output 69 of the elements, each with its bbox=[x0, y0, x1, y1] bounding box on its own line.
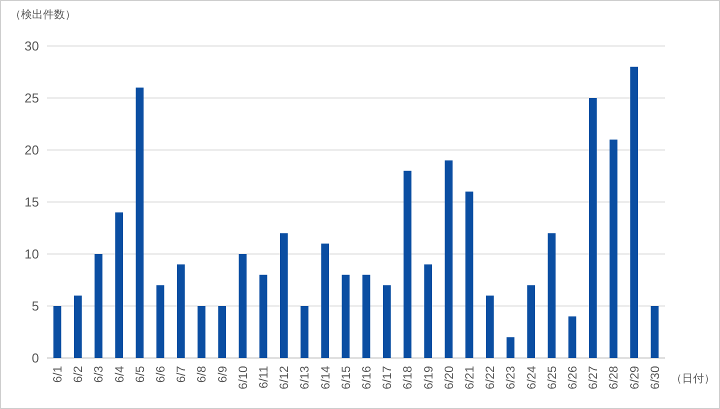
x-tick-label: 6/16 bbox=[360, 366, 374, 390]
bar bbox=[280, 233, 288, 358]
bar bbox=[238, 254, 247, 358]
y-tick-label: 25 bbox=[24, 90, 39, 106]
y-tick-label: 15 bbox=[24, 194, 39, 210]
x-tick-label: 6/10 bbox=[236, 366, 250, 390]
x-tick-label: 6/3 bbox=[92, 366, 106, 383]
x-tick-label: 6/22 bbox=[483, 366, 498, 390]
bar bbox=[218, 306, 226, 358]
bar bbox=[527, 285, 536, 358]
bar bbox=[115, 212, 124, 358]
y-tick-label: 10 bbox=[24, 246, 39, 262]
y-tick-label: 20 bbox=[24, 142, 39, 158]
bar bbox=[176, 264, 185, 358]
bar bbox=[53, 306, 62, 358]
x-tick-label: 6/15 bbox=[338, 366, 353, 390]
y-tick-label: 30 bbox=[24, 38, 39, 54]
x-tick-label: 6/12 bbox=[277, 366, 292, 390]
bar bbox=[506, 337, 514, 358]
y-tick-label: 0 bbox=[32, 350, 39, 366]
bar bbox=[74, 296, 82, 358]
bar bbox=[588, 98, 597, 358]
bar bbox=[382, 285, 391, 358]
x-tick-label: 6/30 bbox=[648, 366, 662, 390]
x-tick-label: 6/14 bbox=[318, 366, 332, 390]
bar bbox=[486, 296, 494, 358]
x-tick-label: 6/21 bbox=[462, 366, 476, 390]
bar bbox=[424, 264, 432, 358]
bar bbox=[321, 244, 330, 358]
y-tick-label: 5 bbox=[32, 298, 39, 314]
bar bbox=[362, 274, 370, 358]
bar bbox=[444, 160, 453, 358]
x-tick-label: 6/29 bbox=[627, 366, 642, 390]
bar bbox=[156, 285, 164, 358]
x-tick-label: 6/5 bbox=[132, 366, 147, 383]
x-tick-label: 6/7 bbox=[174, 366, 188, 383]
bar bbox=[198, 306, 206, 358]
x-tick-label: 6/23 bbox=[504, 366, 518, 390]
x-tick-label: 6/6 bbox=[154, 366, 168, 383]
x-tick-label: 6/20 bbox=[442, 366, 456, 390]
x-tick-label: 6/25 bbox=[544, 366, 559, 390]
x-tick-label: 6/24 bbox=[524, 366, 538, 390]
x-tick-label: 6/27 bbox=[586, 366, 600, 390]
bar bbox=[630, 66, 638, 358]
x-tick-label: 6/28 bbox=[606, 366, 621, 390]
bar bbox=[610, 140, 618, 358]
bar bbox=[465, 192, 474, 358]
x-tick-label: 6/2 bbox=[71, 366, 86, 383]
x-tick-label: 6/9 bbox=[215, 366, 230, 383]
bar bbox=[548, 233, 556, 358]
x-axis-title: （日付） bbox=[671, 373, 715, 385]
bar bbox=[404, 170, 412, 358]
x-tick-label: 6/13 bbox=[298, 366, 312, 390]
bar bbox=[342, 274, 350, 358]
y-axis-title: （検出件数） bbox=[10, 8, 76, 21]
bar bbox=[300, 306, 308, 358]
x-tick-label: 6/18 bbox=[400, 366, 415, 390]
x-tick-label: 6/19 bbox=[421, 366, 436, 390]
x-tick-label: 6/17 bbox=[380, 366, 394, 390]
bar bbox=[650, 306, 659, 358]
x-tick-label: 6/26 bbox=[566, 366, 580, 390]
x-tick-label: 6/11 bbox=[256, 366, 270, 388]
x-tick-label: 6/8 bbox=[194, 366, 209, 383]
bar bbox=[568, 316, 576, 358]
x-tick-label: 6/4 bbox=[112, 366, 126, 383]
bar bbox=[259, 274, 268, 358]
bar bbox=[136, 88, 144, 358]
x-tick-label: 6/1 bbox=[50, 366, 64, 383]
bar bbox=[94, 254, 102, 358]
